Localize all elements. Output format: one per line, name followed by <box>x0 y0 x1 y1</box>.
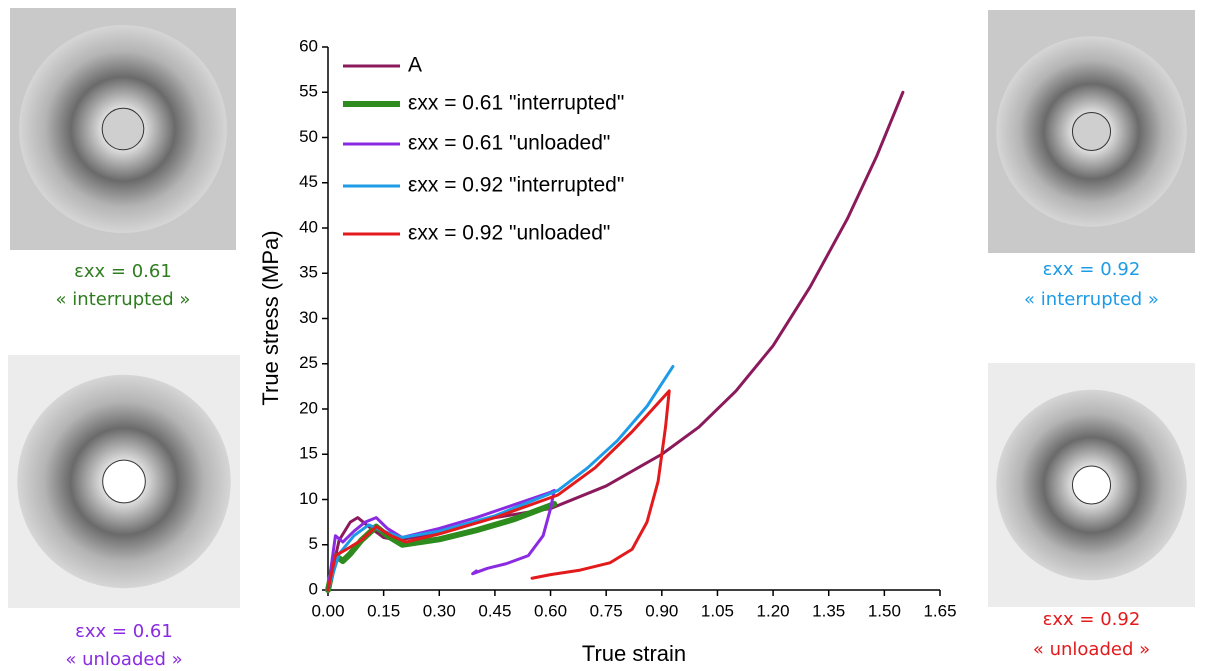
y-axis-label: True stress (MPa) <box>258 230 283 405</box>
y-tick-label: 20 <box>299 398 318 417</box>
y-tick-label: 45 <box>299 172 318 191</box>
x-tick-label: 1.35 <box>812 601 845 620</box>
legend-label: εxx = 0.61 "interrupted" <box>408 92 624 115</box>
legend-label: εxx = 0.61 "unloaded" <box>408 132 610 155</box>
diffraction-image <box>8 355 240 608</box>
x-tick-label: 1.05 <box>701 601 734 620</box>
y-tick-label: 10 <box>299 489 318 508</box>
y-tick-label: 15 <box>299 444 318 463</box>
x-tick-label: 0.75 <box>590 601 623 620</box>
x-tick-label: 0.30 <box>423 601 456 620</box>
series-line <box>326 90 905 592</box>
series-line <box>326 389 671 592</box>
y-tick-label: 35 <box>299 263 318 282</box>
diffraction-image <box>988 363 1195 607</box>
diffraction-image <box>988 10 1195 253</box>
y-tick-label: 25 <box>299 353 318 372</box>
y-tick-label: 40 <box>299 217 318 236</box>
beam-stop <box>101 107 145 151</box>
y-tick-label: 50 <box>299 127 318 146</box>
x-tick-label: 0.00 <box>311 601 344 620</box>
x-tick-label: 1.65 <box>923 601 956 620</box>
x-tick-label: 0.60 <box>534 601 567 620</box>
panel-caption-state: « interrupted » <box>56 289 191 310</box>
panel-caption-state: « unloaded » <box>1033 639 1150 660</box>
series-line <box>325 501 558 593</box>
series-line <box>326 364 675 592</box>
diffraction-image <box>10 8 236 250</box>
panel-caption-state: « interrupted » <box>1024 289 1159 310</box>
legend-label: εxx = 0.92 "interrupted" <box>408 174 624 197</box>
y-tick-label: 55 <box>299 82 318 101</box>
legend-label: εxx = 0.92 "unloaded" <box>408 222 610 245</box>
beam-stop <box>102 459 146 504</box>
panel-caption-state: « unloaded » <box>65 649 182 670</box>
y-tick-label: 30 <box>299 308 318 327</box>
x-tick-label: 0.45 <box>478 601 511 620</box>
y-tick-label: 0 <box>309 579 318 598</box>
series-line <box>326 488 556 592</box>
legend-label: A <box>408 54 422 77</box>
panel-caption-strain: εxx = 0.92 <box>1043 259 1141 280</box>
panel-caption-strain: εxx = 0.61 <box>74 261 172 282</box>
x-tick-label: 0.15 <box>367 601 400 620</box>
x-tick-label: 0.90 <box>645 601 678 620</box>
x-tick-label: 1.20 <box>757 601 790 620</box>
x-axis-label: True strain <box>582 641 686 666</box>
y-tick-label: 60 <box>299 36 318 55</box>
panel-caption-strain: εxx = 0.92 <box>1043 609 1141 630</box>
y-tick-label: 5 <box>309 534 318 553</box>
x-tick-label: 1.50 <box>868 601 901 620</box>
beam-stop <box>1071 111 1112 152</box>
panel-caption-strain: εxx = 0.61 <box>75 621 173 642</box>
beam-stop <box>1071 465 1112 505</box>
